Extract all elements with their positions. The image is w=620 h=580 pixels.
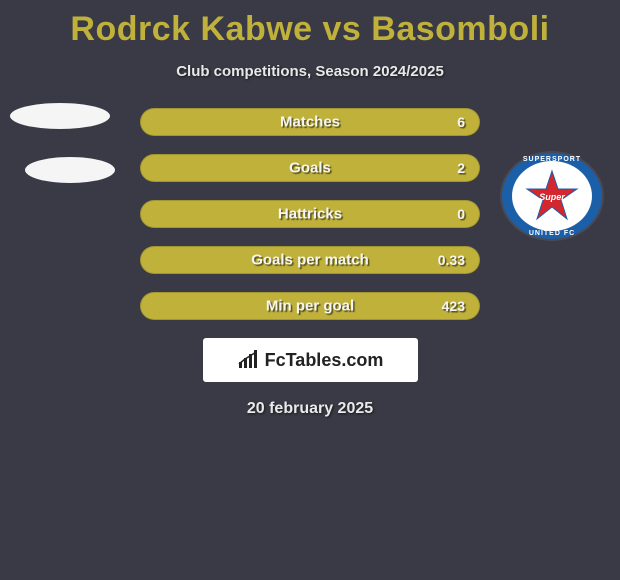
stat-label: Hattricks — [141, 206, 479, 223]
watermark-text: FcTables.com — [265, 350, 384, 371]
stat-bar-goals-per-match: Goals per match 0.33 — [140, 246, 480, 274]
stat-value: 6 — [457, 114, 465, 130]
star-icon: Super — [525, 169, 579, 223]
chart-icon — [237, 350, 261, 370]
stat-label: Goals per match — [141, 252, 479, 269]
stat-value: 423 — [442, 298, 465, 314]
comparison-panel: Matches 6 Goals 2 Hattricks 0 Goals per … — [0, 108, 620, 320]
right-club-badge: SUPERSPORT Super UNITED FC — [502, 153, 602, 239]
stat-bar-min-per-goal: Min per goal 423 — [140, 292, 480, 320]
stat-bar-hattricks: Hattricks 0 — [140, 200, 480, 228]
player-image-placeholder — [10, 103, 110, 129]
stat-label: Matches — [141, 114, 479, 131]
stats-bars: Matches 6 Goals 2 Hattricks 0 Goals per … — [140, 108, 480, 320]
badge-bottom-text: UNITED FC — [502, 230, 602, 237]
stat-bar-goals: Goals 2 — [140, 154, 480, 182]
left-player-placeholder — [10, 103, 115, 211]
date-text: 20 february 2025 — [0, 400, 620, 418]
stat-label: Goals — [141, 160, 479, 177]
page-title: Rodrck Kabwe vs Basomboli — [0, 0, 620, 49]
stat-value: 2 — [457, 160, 465, 176]
stat-bar-matches: Matches 6 — [140, 108, 480, 136]
svg-text:Super: Super — [539, 192, 565, 202]
subtitle: Club competitions, Season 2024/2025 — [0, 63, 620, 80]
club-image-placeholder — [25, 157, 115, 183]
stat-value: 0 — [457, 206, 465, 222]
stat-label: Min per goal — [141, 298, 479, 315]
stat-value: 0.33 — [438, 252, 465, 268]
watermark-badge: FcTables.com — [203, 338, 418, 382]
